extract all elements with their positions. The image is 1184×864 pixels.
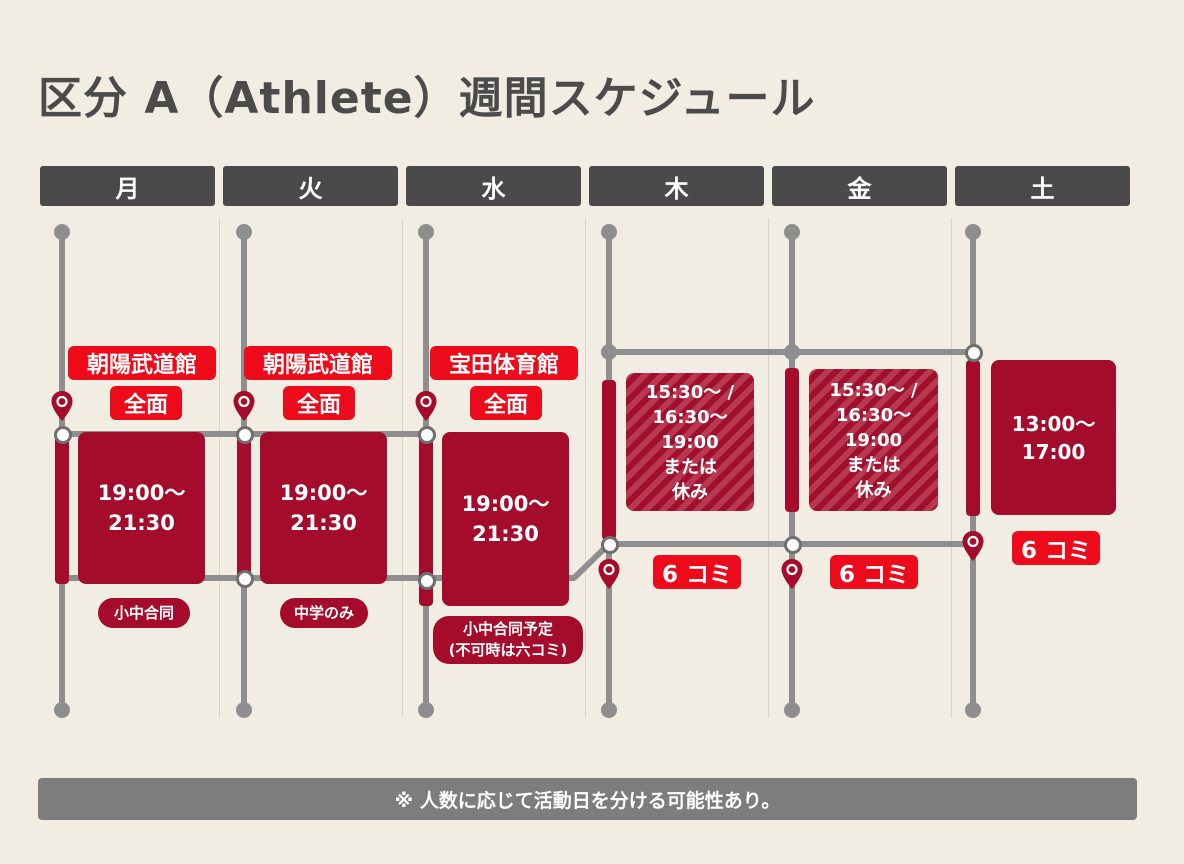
track-end-dot (784, 224, 800, 240)
venue-area-mon: 全面 (110, 386, 182, 420)
junction-dot (601, 344, 617, 360)
track-end-dot (236, 224, 252, 240)
activity-bar-wed (419, 430, 433, 606)
column-divider (219, 218, 220, 718)
komi-label-sat: 6 コミ (1012, 531, 1100, 565)
venue-name-mon: 朝陽武道館 (68, 346, 216, 380)
day-header-thu: 木 (589, 166, 764, 206)
location-pin-icon (598, 559, 620, 589)
track-end-dot (601, 224, 617, 240)
note-wed: 小中合同予定 (不可時は六コミ) (433, 616, 583, 664)
track-end-dot (418, 702, 434, 718)
venue-name-tue: 朝陽武道館 (244, 346, 392, 380)
day-header-wed: 水 (406, 166, 581, 206)
time-block-wed: 19:00〜 21:30 (442, 432, 569, 606)
activity-bar-tue (237, 430, 251, 584)
column-divider (768, 218, 769, 718)
location-pin-icon (415, 391, 437, 421)
activity-bar-mon (55, 430, 69, 584)
track-end-dot (601, 702, 617, 718)
track-end-dot (965, 702, 981, 718)
time-block-thu: 15:30〜 / 16:30〜19:00 または 休み (626, 373, 754, 511)
node-ring (418, 572, 436, 590)
activity-bar-fri (785, 368, 799, 512)
node-ring (601, 536, 619, 554)
time-block-fri: 15:30〜 / 16:30〜19:00 または 休み (809, 369, 938, 511)
track-end-dot (236, 702, 252, 718)
komi-label-thu: 6 コミ (653, 555, 741, 589)
track-end-dot (965, 224, 981, 240)
track-end-dot (54, 702, 70, 718)
node-ring (784, 536, 802, 554)
komi-label-fri: 6 コミ (830, 555, 918, 589)
day-header-sat: 土 (955, 166, 1130, 206)
venue-area-tue: 全面 (283, 386, 355, 420)
node-ring (965, 344, 983, 362)
note-tue: 中学のみ (280, 598, 368, 628)
column-divider (402, 218, 403, 718)
venue-area-wed: 全面 (470, 386, 542, 420)
page-title: 区分 A（Athlete）週間スケジュール (38, 73, 816, 124)
junction-dot (784, 344, 800, 360)
track-end-dot (784, 702, 800, 718)
location-pin-icon (51, 391, 73, 421)
location-pin-icon (962, 531, 984, 561)
note-mon: 小中合同 (98, 598, 190, 628)
track-end-dot (418, 224, 434, 240)
track-end-dot (54, 224, 70, 240)
venue-name-wed: 宝田体育館 (430, 346, 578, 380)
day-header-tue: 火 (223, 166, 398, 206)
day-header-mon: 月 (40, 166, 215, 206)
column-divider (951, 218, 952, 718)
column-divider (585, 218, 586, 718)
time-block-sat: 13:00〜 17:00 (991, 360, 1116, 515)
day-header-fri: 金 (772, 166, 947, 206)
time-block-mon: 19:00〜 21:30 (78, 432, 205, 584)
activity-bar-sat (966, 360, 980, 516)
node-ring (236, 570, 254, 588)
node-ring (236, 426, 254, 444)
location-pin-icon (233, 391, 255, 421)
time-block-tue: 19:00〜 21:30 (260, 432, 387, 584)
node-ring (54, 426, 72, 444)
location-pin-icon (781, 559, 803, 589)
footer-note: ※ 人数に応じて活動日を分ける可能性あり。 (38, 778, 1137, 820)
node-ring (418, 426, 436, 444)
activity-bar-thu (602, 380, 616, 540)
